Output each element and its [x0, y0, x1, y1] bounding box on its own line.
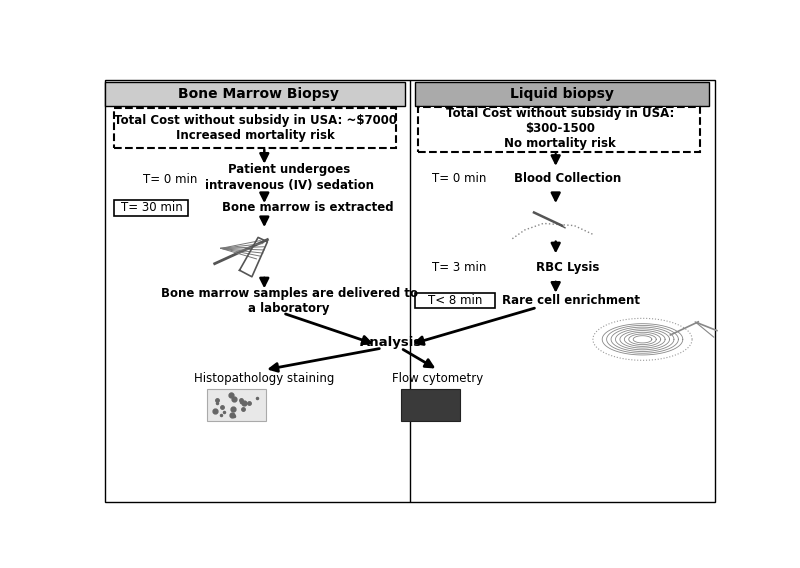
Text: Flow cytometry: Flow cytometry	[392, 372, 483, 385]
Text: Liquid biopsy: Liquid biopsy	[510, 87, 614, 101]
FancyBboxPatch shape	[114, 107, 396, 148]
FancyBboxPatch shape	[415, 293, 495, 308]
Text: T< 8 min: T< 8 min	[428, 294, 482, 307]
FancyBboxPatch shape	[402, 389, 459, 421]
Text: Histopathology staining: Histopathology staining	[194, 372, 334, 385]
Text: Total Cost without subsidy in USA:
$300-1500
No mortality risk: Total Cost without subsidy in USA: $300-…	[446, 107, 674, 151]
Text: Blood Collection: Blood Collection	[514, 172, 622, 185]
Text: Bone marrow is extracted: Bone marrow is extracted	[222, 201, 394, 214]
Text: Analysis: Analysis	[360, 336, 422, 349]
FancyBboxPatch shape	[105, 81, 715, 502]
FancyBboxPatch shape	[105, 82, 405, 106]
Text: Bone Marrow Biopsy: Bone Marrow Biopsy	[178, 87, 338, 101]
Text: Patient undergoes
intravenous (IV) sedation: Patient undergoes intravenous (IV) sedat…	[205, 164, 374, 191]
Text: Rare cell enrichment: Rare cell enrichment	[502, 294, 640, 307]
Text: Bone marrow samples are delivered to
a laboratory: Bone marrow samples are delivered to a l…	[161, 287, 418, 315]
Text: T= 3 min: T= 3 min	[432, 261, 486, 274]
Text: RBC Lysis: RBC Lysis	[537, 261, 600, 274]
Text: T= 30 min: T= 30 min	[121, 201, 182, 214]
FancyBboxPatch shape	[415, 82, 709, 106]
FancyBboxPatch shape	[207, 389, 266, 421]
Text: Total Cost without subsidy in USA: ~$7000
Increased mortality risk: Total Cost without subsidy in USA: ~$700…	[114, 114, 397, 141]
FancyBboxPatch shape	[418, 107, 699, 152]
Text: T= 0 min: T= 0 min	[432, 172, 486, 185]
FancyBboxPatch shape	[114, 200, 188, 215]
Text: T= 0 min: T= 0 min	[143, 173, 198, 186]
